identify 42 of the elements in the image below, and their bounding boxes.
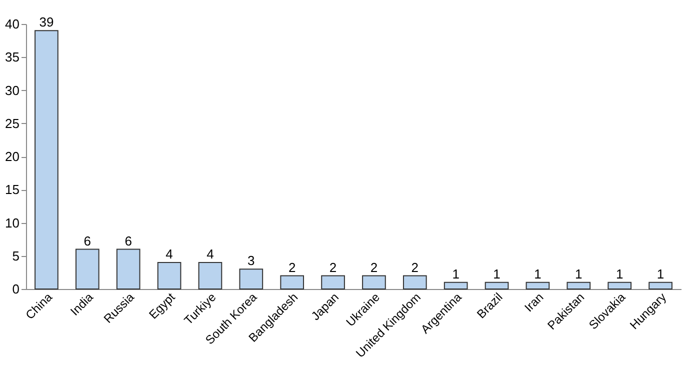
- data-label: 2: [288, 260, 296, 275]
- bar: [75, 248, 100, 290]
- data-label: 1: [656, 266, 664, 282]
- data-label: 39: [39, 14, 54, 30]
- bar: [608, 282, 632, 290]
- data-label: 4: [206, 246, 214, 262]
- bar: [526, 282, 550, 290]
- data-label: 6: [124, 233, 132, 248]
- bar: [157, 262, 182, 290]
- bar: [362, 275, 386, 290]
- data-label: 2: [411, 260, 419, 275]
- data-label: 3: [248, 253, 255, 268]
- bar: [280, 275, 304, 290]
- y-tick-label: 0: [12, 282, 20, 296]
- bar: [116, 248, 140, 290]
- bar: [198, 262, 222, 290]
- data-label: 1: [452, 266, 460, 282]
- data-label: 2: [329, 260, 337, 275]
- y-tick-label: 30: [5, 82, 20, 98]
- bar: [648, 282, 672, 290]
- y-tick-label: 5: [12, 248, 20, 264]
- y-tick-label: 40: [5, 16, 20, 32]
- y-tick-label: 20: [5, 149, 20, 164]
- bar: [566, 282, 591, 290]
- bar: [34, 30, 58, 290]
- y-tick-label: 10: [5, 215, 20, 230]
- x-tick-label: Iran: [522, 290, 546, 315]
- data-label: 6: [84, 233, 92, 248]
- bar: [402, 275, 427, 290]
- data-label: 1: [575, 266, 582, 282]
- data-label: 1: [616, 266, 624, 282]
- data-label: 2: [370, 260, 378, 275]
- bar: [444, 282, 468, 290]
- bar: [484, 282, 509, 290]
- bar: [239, 268, 264, 290]
- data-label: 1: [493, 266, 500, 282]
- y-tick-label: 35: [5, 50, 20, 65]
- y-tick-label: 15: [5, 182, 20, 198]
- y-tick-label: 25: [5, 116, 20, 131]
- data-label: 4: [166, 246, 173, 262]
- bar: [321, 275, 345, 290]
- data-label: 1: [534, 266, 542, 282]
